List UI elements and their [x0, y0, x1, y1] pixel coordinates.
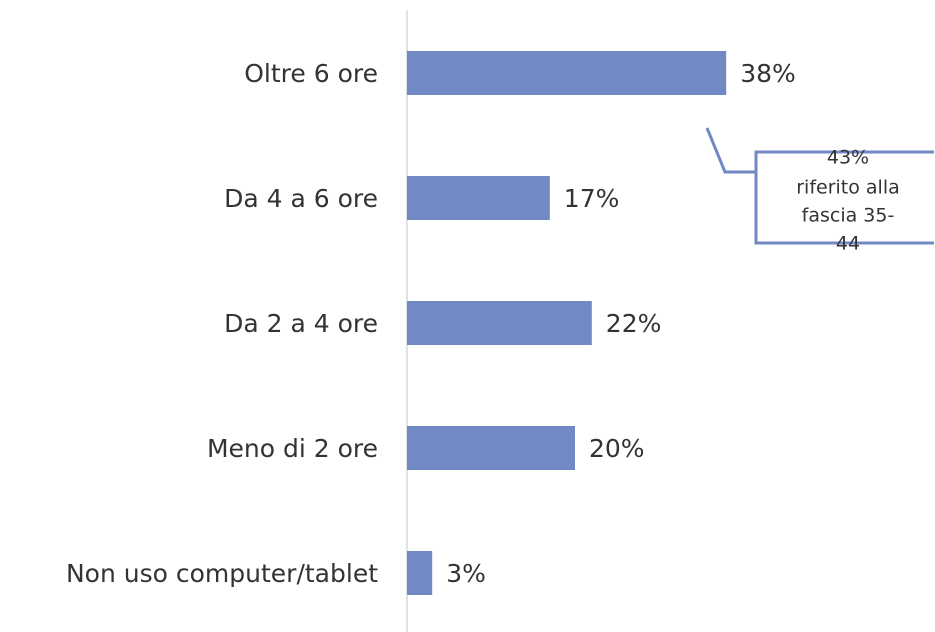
category-label: Non uso computer/tablet [66, 559, 378, 588]
value-label: 38% [740, 59, 796, 88]
category-label: Meno di 2 ore [207, 434, 378, 463]
bar [407, 301, 592, 345]
category-label: Da 2 a 4 ore [224, 309, 378, 338]
annotation: riferito alla [796, 177, 900, 199]
value-label: 3% [446, 559, 486, 588]
bar [407, 176, 550, 220]
callout-box [754, 150, 934, 245]
bar [407, 426, 575, 470]
callout-leader [705, 127, 755, 174]
value-label: 20% [589, 434, 645, 463]
value-label: 22% [606, 309, 662, 338]
category-label: Oltre 6 ore [244, 59, 378, 88]
category-label: Da 4 a 6 ore [224, 184, 378, 213]
value-label: 17% [564, 184, 620, 213]
bar [407, 51, 727, 95]
annotation: 44 [836, 233, 860, 255]
bar [407, 551, 433, 595]
annotation: fascia 35- [802, 205, 895, 227]
annotation: 43% [827, 147, 869, 169]
